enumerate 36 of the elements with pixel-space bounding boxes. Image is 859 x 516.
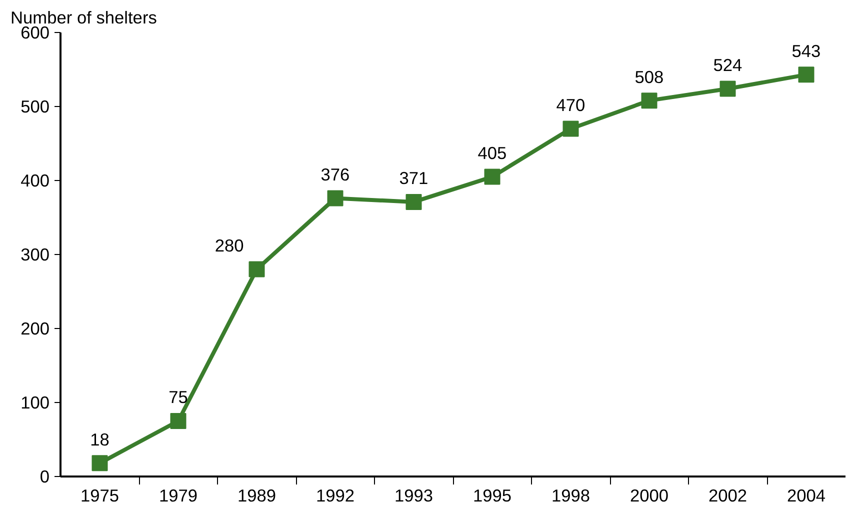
x-tick-label: 1995 bbox=[472, 486, 512, 506]
data-label: 405 bbox=[478, 143, 507, 164]
x-tick-label: 1989 bbox=[237, 486, 276, 506]
point bbox=[484, 168, 500, 185]
y-tick-label: 200 bbox=[20, 318, 50, 338]
x-tick-label: 1993 bbox=[394, 486, 434, 506]
point bbox=[92, 455, 108, 472]
point bbox=[562, 120, 579, 137]
y-tick-label: 100 bbox=[20, 392, 50, 412]
y-tick-label: 400 bbox=[20, 170, 50, 190]
point bbox=[406, 194, 422, 210]
x-tick-label: 2002 bbox=[708, 486, 748, 506]
data-label: 280 bbox=[214, 236, 244, 256]
data-label: 508 bbox=[634, 66, 664, 87]
x-tick-label: 1992 bbox=[316, 486, 355, 506]
data-label: 371 bbox=[399, 168, 428, 188]
data-label: 543 bbox=[792, 40, 821, 61]
y-tick-label: 500 bbox=[20, 96, 50, 116]
data-label: 376 bbox=[320, 164, 350, 184]
data-label: 470 bbox=[556, 94, 586, 115]
point bbox=[248, 261, 265, 278]
point bbox=[327, 190, 344, 206]
point bbox=[798, 66, 814, 83]
y-tick-label: 0 bbox=[40, 466, 50, 486]
x-tick-label: 2000 bbox=[630, 486, 669, 506]
x-tick-label: 1975 bbox=[80, 486, 120, 506]
point bbox=[170, 413, 186, 429]
point bbox=[720, 80, 736, 97]
data-label: 18 bbox=[90, 429, 110, 450]
x-tick-label: 1979 bbox=[158, 486, 198, 506]
x-tick-label: 2004 bbox=[786, 486, 826, 506]
data-label: 75 bbox=[168, 387, 188, 408]
point bbox=[641, 92, 658, 109]
data-label: 524 bbox=[713, 54, 743, 75]
x-tick-label: 1998 bbox=[551, 486, 590, 506]
y-tick-label: 300 bbox=[20, 244, 50, 264]
